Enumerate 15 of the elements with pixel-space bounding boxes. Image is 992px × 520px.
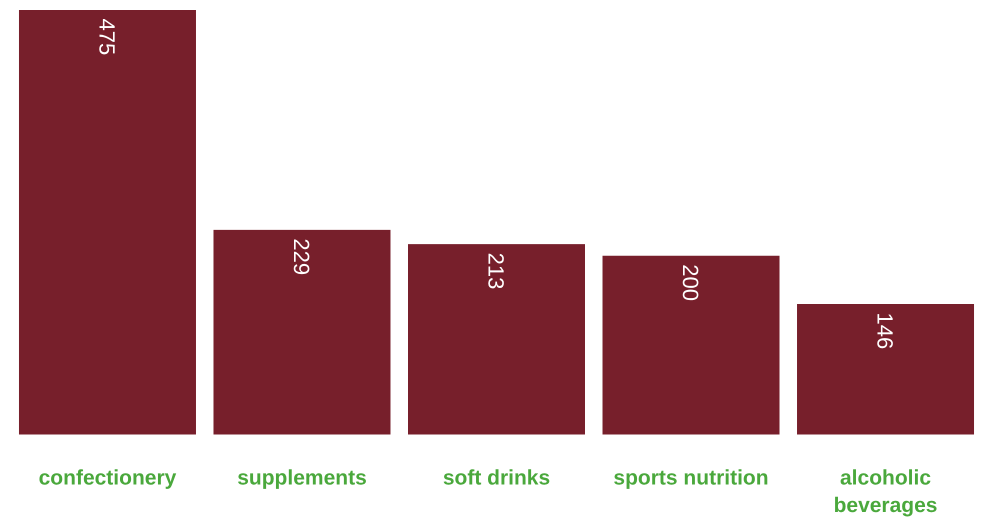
x-tick-label: alcoholic beverages	[834, 466, 938, 518]
data-label: 146	[872, 312, 898, 350]
bar	[408, 244, 585, 434]
data-label: 213	[484, 252, 508, 290]
data-label: 200	[678, 264, 704, 301]
x-tick-label: supplements	[237, 466, 367, 490]
x-tick-label: soft drinks	[442, 466, 550, 490]
x-tick-label: sports nutrition	[613, 466, 769, 490]
bar	[18, 10, 196, 434]
x-tick-label: confectionery	[38, 466, 177, 490]
data-label: 229	[288, 238, 314, 276]
bar	[797, 304, 974, 434]
data-label: 475	[94, 18, 120, 56]
bar	[213, 230, 390, 434]
bar	[602, 256, 780, 434]
